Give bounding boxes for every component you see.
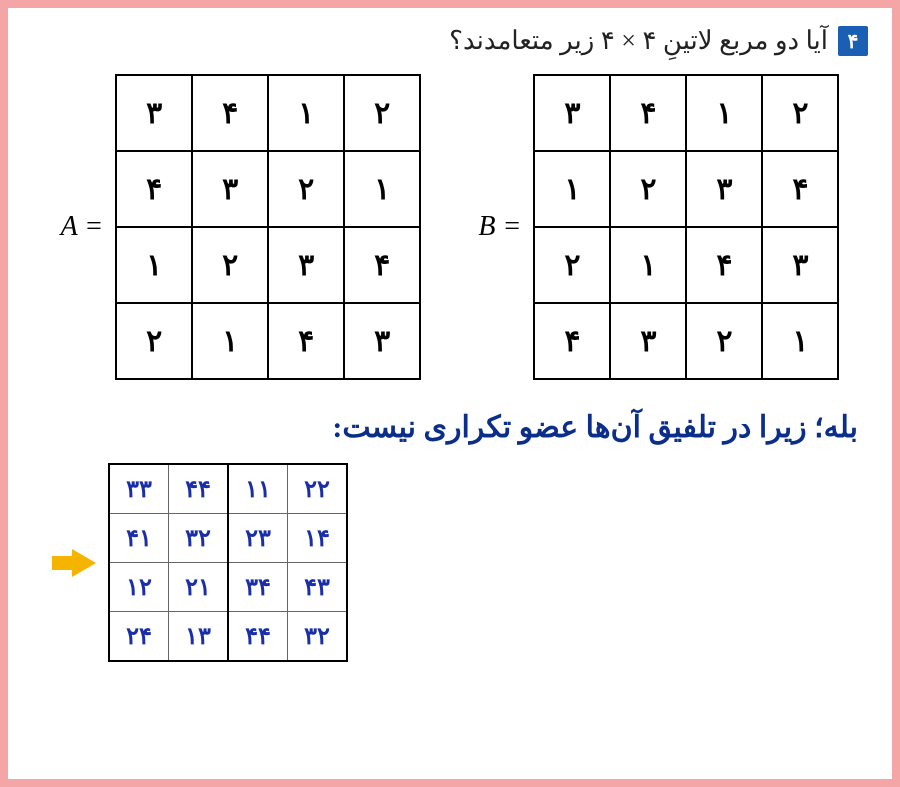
cell: ۳۲: [288, 612, 348, 662]
combo-table: ۳۳ ۴۴ ۱۱ ۲۲ ۴۱ ۳۲ ۲۳ ۱۴ ۱۲ ۲۱ ۳۴ ۴۳ ۲۴ ۱…: [108, 463, 348, 662]
cell: ۲۲: [288, 464, 348, 514]
cell: ۲: [610, 151, 686, 227]
table-row: ۲ ۱ ۴ ۳: [534, 227, 838, 303]
table-row: ۴ ۳ ۲ ۱: [534, 303, 838, 379]
cell: ۱: [610, 227, 686, 303]
cell: ۳: [762, 227, 838, 303]
cell: ۳: [344, 303, 420, 379]
arrow-right-icon: [72, 549, 96, 577]
cell: ۴۴: [169, 464, 229, 514]
cell: ۴: [762, 151, 838, 227]
cell: ۱: [344, 151, 420, 227]
cell: ۴: [268, 303, 344, 379]
table-row: ۱ ۲ ۳ ۴: [534, 151, 838, 227]
cell: ۱: [192, 303, 268, 379]
table-row: ۴ ۳ ۲ ۱: [116, 151, 420, 227]
table-row: ۴۱ ۳۲ ۲۳ ۱۴: [109, 514, 347, 563]
table-row: ۱۲ ۲۱ ۳۴ ۴۳: [109, 563, 347, 612]
cell: ۴: [534, 303, 610, 379]
square-b-label: B =: [478, 211, 521, 243]
question-row: ۴ آیا دو مربع لاتینِ ۴ × ۴ زیر متعامدند؟: [32, 26, 868, 56]
cell: ۱: [268, 75, 344, 151]
square-b-wrap: B = ۳ ۴ ۱ ۲ ۱ ۲ ۳ ۴ ۲ ۱ ۴ ۳: [478, 74, 839, 380]
cell: ۳: [534, 75, 610, 151]
cell: ۴: [344, 227, 420, 303]
table-row: ۲۴ ۱۳ ۴۴ ۳۲: [109, 612, 347, 662]
page-frame: ۴ آیا دو مربع لاتینِ ۴ × ۴ زیر متعامدند؟…: [0, 0, 900, 787]
cell: ۴: [686, 227, 762, 303]
cell: ۳: [116, 75, 192, 151]
cell: ۳۲: [169, 514, 229, 563]
table-row: ۳ ۴ ۱ ۲: [534, 75, 838, 151]
cell: ۱: [686, 75, 762, 151]
square-a-label: A =: [61, 211, 104, 243]
cell: ۲۴: [109, 612, 169, 662]
cell: ۴: [610, 75, 686, 151]
table-row: ۳ ۴ ۱ ۲: [116, 75, 420, 151]
cell: ۲۳: [228, 514, 288, 563]
cell: ۱: [762, 303, 838, 379]
cell: ۲: [344, 75, 420, 151]
cell: ۱۴: [288, 514, 348, 563]
cell: ۳: [268, 227, 344, 303]
cell: ۲: [192, 227, 268, 303]
cell: ۲: [534, 227, 610, 303]
cell: ۴۱: [109, 514, 169, 563]
cell: ۱۲: [109, 563, 169, 612]
cell: ۳: [192, 151, 268, 227]
cell: ۱: [534, 151, 610, 227]
cell: ۳۳: [109, 464, 169, 514]
table-row: ۱ ۲ ۳ ۴: [116, 227, 420, 303]
square-a-wrap: A = ۳ ۴ ۱ ۲ ۴ ۳ ۲ ۱ ۱ ۲ ۳ ۴: [61, 74, 422, 380]
latin-squares-row: A = ۳ ۴ ۱ ۲ ۴ ۳ ۲ ۱ ۱ ۲ ۳ ۴: [32, 74, 868, 380]
cell: ۱۱: [228, 464, 288, 514]
table-row: ۲ ۱ ۴ ۳: [116, 303, 420, 379]
cell: ۲۱: [169, 563, 229, 612]
question-text: آیا دو مربع لاتینِ ۴ × ۴ زیر متعامدند؟: [449, 26, 828, 56]
cell: ۳۴: [228, 563, 288, 612]
cell: ۲: [268, 151, 344, 227]
square-b-table: ۳ ۴ ۱ ۲ ۱ ۲ ۳ ۴ ۲ ۱ ۴ ۳ ۴: [533, 74, 839, 380]
square-a-table: ۳ ۴ ۱ ۲ ۴ ۳ ۲ ۱ ۱ ۲ ۳ ۴ ۲: [115, 74, 421, 380]
question-number-badge: ۴: [838, 26, 868, 56]
cell: ۳: [610, 303, 686, 379]
table-row: ۳۳ ۴۴ ۱۱ ۲۲: [109, 464, 347, 514]
combo-row: ۳۳ ۴۴ ۱۱ ۲۲ ۴۱ ۳۲ ۲۳ ۱۴ ۱۲ ۲۱ ۳۴ ۴۳ ۲۴ ۱…: [72, 463, 868, 662]
cell: ۲: [116, 303, 192, 379]
cell: ۴: [116, 151, 192, 227]
cell: ۱۳: [169, 612, 229, 662]
cell: ۴: [192, 75, 268, 151]
cell: ۴۳: [288, 563, 348, 612]
cell: ۳: [686, 151, 762, 227]
cell: ۴۴: [228, 612, 288, 662]
answer-text: بله؛ زیرا در تلفیق آن‌ها عضو تکراری نیست…: [32, 410, 858, 445]
cell: ۲: [762, 75, 838, 151]
cell: ۱: [116, 227, 192, 303]
cell: ۲: [686, 303, 762, 379]
